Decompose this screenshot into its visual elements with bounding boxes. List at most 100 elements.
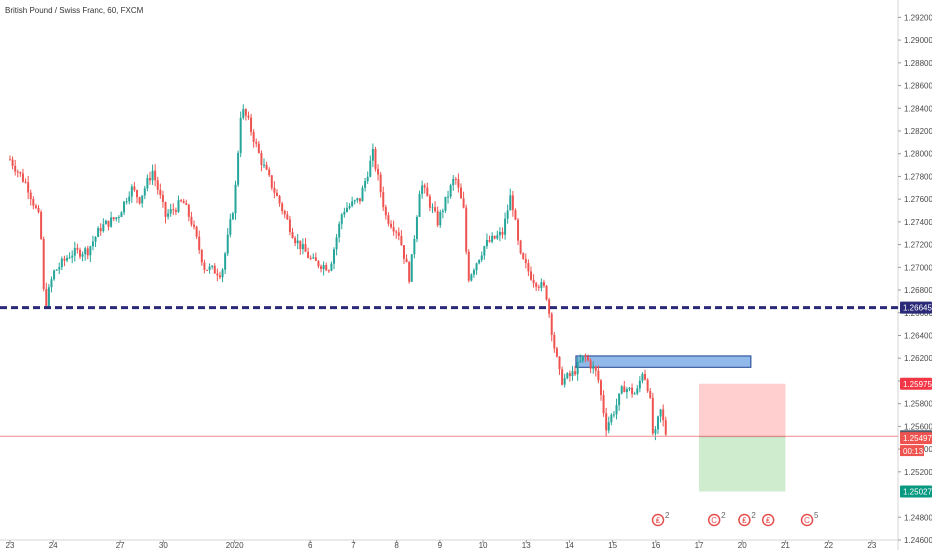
price-tick-label: 1.28200 bbox=[904, 127, 932, 136]
candle-body bbox=[353, 200, 356, 202]
economic-event-count: 2 bbox=[665, 511, 670, 520]
candle-body bbox=[133, 186, 136, 191]
candle-body bbox=[348, 206, 351, 209]
candle-body bbox=[242, 109, 245, 118]
candle-body bbox=[314, 257, 317, 261]
candle-body bbox=[428, 196, 431, 208]
candle-body bbox=[509, 195, 512, 211]
stop-loss-price-tag-bg bbox=[900, 377, 932, 390]
candle-body bbox=[400, 235, 403, 246]
candle-body bbox=[130, 186, 133, 197]
candle-body bbox=[291, 232, 294, 239]
candle-body bbox=[37, 207, 40, 213]
candle-body bbox=[561, 369, 564, 385]
candle-body bbox=[40, 212, 43, 239]
candle-body bbox=[68, 257, 71, 259]
candle-body bbox=[594, 366, 597, 371]
candle-body bbox=[493, 235, 496, 239]
candle-body bbox=[664, 420, 667, 435]
candle-body bbox=[657, 416, 659, 430]
candle-body bbox=[275, 192, 278, 196]
candle-body bbox=[265, 164, 268, 170]
candle-body bbox=[441, 210, 444, 213]
candle-body bbox=[288, 219, 291, 233]
candle-body bbox=[125, 201, 128, 203]
time-axis[interactable]: 23 24 27 30 2020 6 7 8 9 10 13 14 15 16 17 20 21 22 23 bbox=[6, 540, 877, 550]
economic-event-glyph: ₤ bbox=[656, 516, 661, 525]
candle-body bbox=[447, 196, 450, 198]
time-tick-label: 9 bbox=[438, 541, 443, 550]
candle-body bbox=[205, 269, 208, 271]
price-axis[interactable]: 1.29200 1.29000 1.28800 1.28600 1.28400 1.282… bbox=[898, 13, 932, 545]
candle-body bbox=[97, 228, 100, 237]
candle-body bbox=[216, 273, 219, 276]
candle-body bbox=[475, 263, 478, 271]
candle-body bbox=[148, 177, 151, 181]
price-tick-label: 1.24600 bbox=[904, 536, 932, 545]
candle-body bbox=[250, 117, 253, 132]
candle-body bbox=[395, 231, 398, 233]
candle-body bbox=[136, 190, 139, 198]
candle-body bbox=[21, 173, 24, 182]
candle-body bbox=[620, 386, 623, 394]
candle-body bbox=[159, 189, 162, 196]
candle-body bbox=[462, 198, 465, 208]
candle-body bbox=[338, 223, 341, 238]
candle-body bbox=[273, 187, 276, 193]
candle-body bbox=[615, 405, 618, 415]
candle-body bbox=[234, 184, 237, 214]
candle-body bbox=[581, 355, 584, 361]
economic-event-icon bbox=[651, 513, 665, 527]
economic-event-glyph: C bbox=[804, 516, 810, 525]
candle-body bbox=[24, 181, 27, 183]
candle-body bbox=[146, 177, 149, 189]
candle-body bbox=[231, 213, 234, 220]
candle-body bbox=[128, 196, 131, 202]
candle-body bbox=[255, 142, 258, 144]
countdown-bg bbox=[900, 445, 924, 457]
candle-body bbox=[86, 248, 89, 256]
candle-body bbox=[369, 160, 372, 177]
candle-body bbox=[296, 240, 299, 244]
time-tick-label: 23 bbox=[867, 541, 876, 550]
candle-body bbox=[151, 170, 154, 181]
price-tick-label: 1.26200 bbox=[904, 354, 932, 363]
candle-body bbox=[444, 196, 447, 211]
candle-body bbox=[529, 271, 532, 280]
candle-body bbox=[371, 148, 374, 161]
candle-body bbox=[574, 371, 577, 375]
candle-body bbox=[431, 207, 434, 209]
candle-body bbox=[345, 208, 348, 212]
time-tick-label: 16 bbox=[651, 541, 660, 550]
candle-body bbox=[532, 279, 535, 284]
chart-grid bbox=[0, 0, 899, 550]
candle-body bbox=[501, 231, 504, 235]
candle-body bbox=[115, 217, 118, 220]
candle-body bbox=[589, 360, 592, 369]
candle-body bbox=[366, 176, 369, 182]
event-markers[interactable]: ₤2C2₤2₤ C5 bbox=[651, 511, 820, 527]
candle-body bbox=[29, 192, 32, 200]
candle-body bbox=[9, 159, 11, 161]
candle-body bbox=[646, 379, 649, 392]
take-profit-price-tag: 1.25027 bbox=[903, 487, 932, 496]
candle-body bbox=[45, 289, 48, 307]
time-tick-label: 14 bbox=[565, 541, 574, 550]
candle-body bbox=[563, 378, 566, 385]
candle-body bbox=[558, 356, 561, 370]
candle-body bbox=[224, 253, 227, 270]
candle-body bbox=[659, 409, 662, 417]
support-price-tag-bg bbox=[900, 301, 932, 314]
candle-body bbox=[467, 251, 470, 281]
price-tick-label: 1.26800 bbox=[904, 286, 932, 295]
candle-body bbox=[524, 258, 527, 264]
candles-layer bbox=[9, 104, 667, 441]
price-tick-label: 1.27000 bbox=[904, 263, 932, 272]
economic-event-glyph: ₤ bbox=[742, 516, 747, 525]
price-tick-label: 1.28000 bbox=[904, 150, 932, 159]
candle-body bbox=[488, 239, 491, 242]
time-tick-label: 15 bbox=[608, 541, 617, 550]
time-tick-label: 27 bbox=[116, 541, 125, 550]
price-tick-label: 1.28400 bbox=[904, 104, 932, 113]
